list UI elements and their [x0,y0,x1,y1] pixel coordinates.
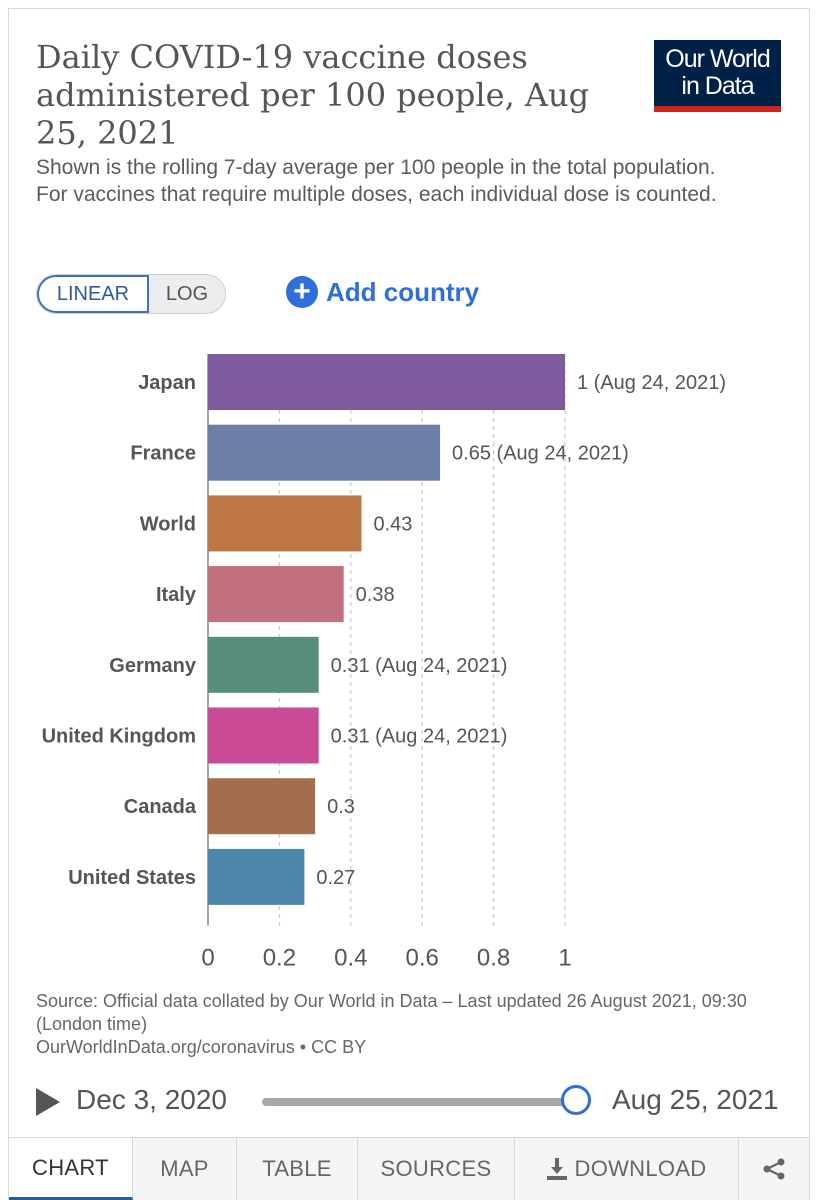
chart-title: Daily COVID-19 vaccine doses administere… [36,38,590,152]
timeline-handle[interactable] [561,1085,591,1115]
timeline-track[interactable] [262,1098,574,1106]
timeline: Dec 3, 2020 Aug 25, 2021 [0,1080,817,1124]
data-label: 0.31 (Aug 24, 2021) [331,655,508,677]
bar-chart: Japan 1 (Aug 24, 2021) France 0.65 (Aug 24,… [42,354,726,972]
x-tick-label: 0 [201,945,214,972]
source-note: Source: Official data collated by Our Wo… [36,990,756,1059]
tab-sources[interactable]: SOURCES [358,1138,515,1200]
category-label: United States [68,867,196,889]
tab-bar: CHART MAP TABLE SOURCES DOWNLOAD [9,1137,809,1200]
bar[interactable] [208,636,319,693]
bar[interactable] [208,778,316,835]
tab-chart[interactable]: CHART [9,1138,133,1200]
source-line-2[interactable]: OurWorldInData.org/coronavirus • CC BY [36,1037,367,1057]
category-label: Canada [124,796,197,818]
data-label: 0.31 (Aug 24, 2021) [331,726,508,748]
scale-toggle: LINEAR LOG [36,274,226,314]
data-label: 0.43 [374,513,413,535]
add-country-label: Add country [326,276,480,307]
x-tick-label: 0.8 [477,945,510,972]
play-icon[interactable] [36,1088,60,1116]
category-label: France [130,443,196,465]
x-tick-label: 0.4 [334,945,367,972]
category-label: Japan [138,372,196,394]
logo-accent-bar [654,106,781,112]
bar[interactable] [208,354,565,410]
plus-icon: + [286,276,318,308]
bar[interactable] [208,566,344,623]
download-icon [546,1158,567,1180]
category-label: World [140,513,196,535]
data-label: 0.65 (Aug 24, 2021) [452,443,629,465]
tab-download[interactable]: DOWNLOAD [515,1138,739,1200]
share-icon [763,1158,785,1180]
data-label: 0.27 [316,867,355,889]
category-label: Germany [109,655,197,677]
chart-frame [8,8,810,1200]
bar[interactable] [208,424,441,481]
timeline-start-date: Dec 3, 2020 [76,1084,227,1115]
owid-logo[interactable]: Our World in Data [654,40,781,112]
bar[interactable] [208,848,305,905]
linear-scale-button[interactable]: LINEAR [37,275,149,313]
x-tick-label: 1 [558,945,571,972]
category-label: Italy [156,584,197,606]
data-label: 0.38 [356,584,395,606]
data-label: 1 (Aug 24, 2021) [577,372,726,394]
data-label: 0.3 [327,796,355,818]
logo-line-1: Our World [665,45,770,73]
bar[interactable] [208,495,362,552]
add-country-button[interactable]: + Add country [286,274,479,310]
logo-line-2: in Data [681,72,754,100]
tab-map[interactable]: MAP [133,1138,237,1200]
x-tick-label: 0.6 [406,945,439,972]
log-scale-button[interactable]: LOG [165,283,209,305]
category-label: United Kingdom [42,726,196,748]
chart-subtitle: Shown is the rolling 7-day average per 1… [36,156,717,206]
timeline-end-date: Aug 25, 2021 [612,1084,779,1115]
source-line-1: Source: Official data collated by Our Wo… [36,991,747,1034]
share-button[interactable] [739,1138,809,1200]
tab-table[interactable]: TABLE [237,1138,358,1200]
tab-download-label: DOWNLOAD [574,1156,707,1181]
x-tick-label: 0.2 [263,945,296,972]
bar[interactable] [208,707,319,764]
